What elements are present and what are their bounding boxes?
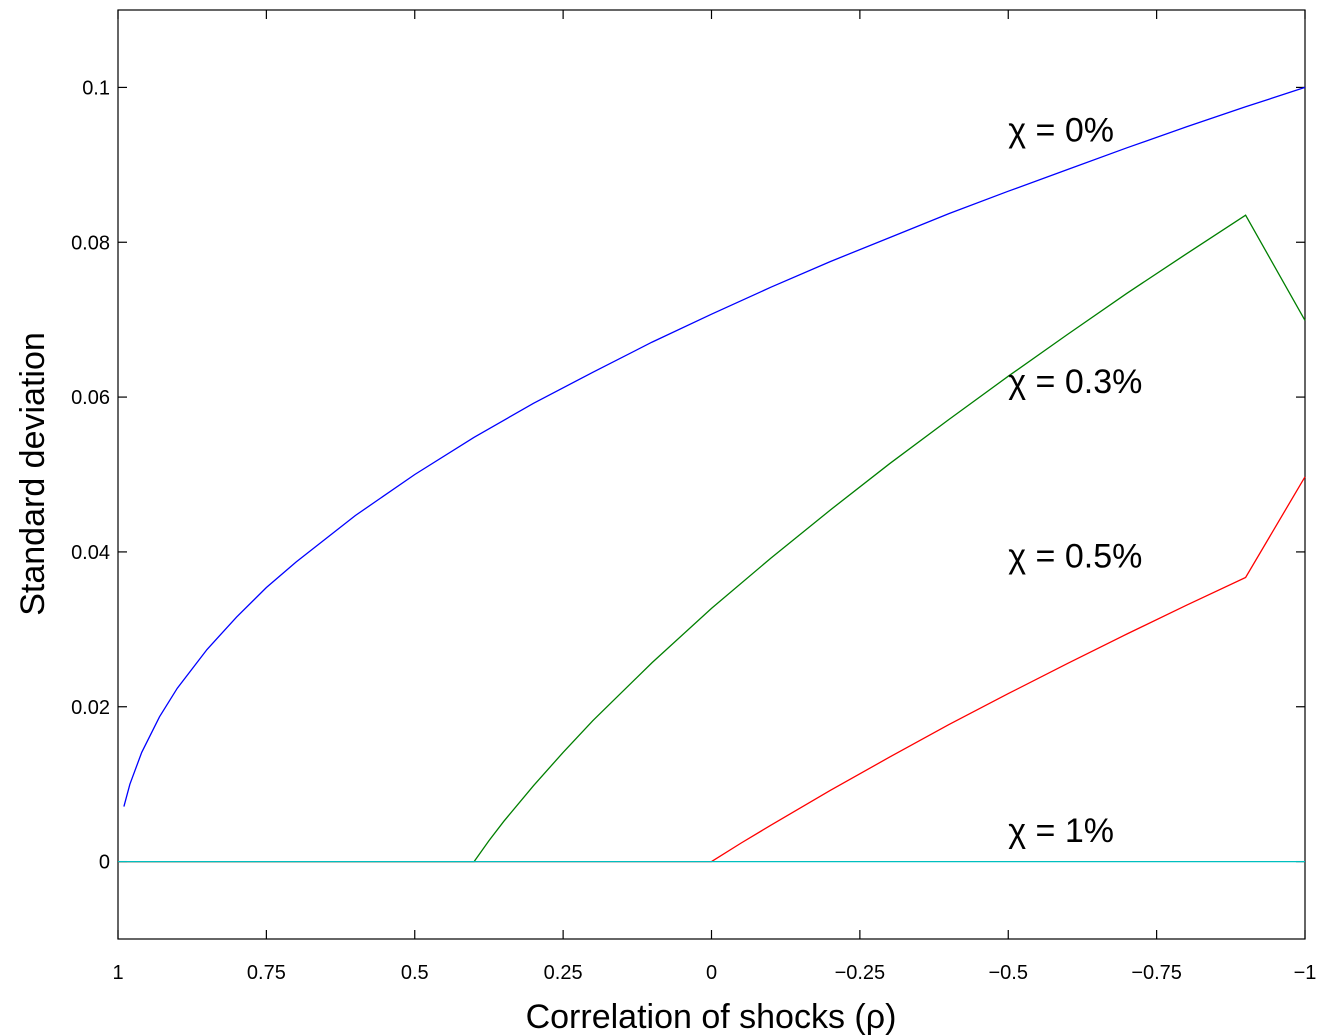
- x-tick-label: 0.5: [401, 962, 429, 984]
- y-axis-title: Standard deviation: [14, 332, 52, 616]
- x-tick-label: 0.25: [544, 962, 583, 984]
- series-label: χ = 0%: [1008, 112, 1114, 150]
- y-tick-label: 0.1: [82, 77, 110, 99]
- plot-area: [117, 9, 1306, 940]
- x-tick-label: −0.5: [989, 962, 1028, 984]
- series-lines: [118, 86, 1306, 863]
- x-tick-label: −0.75: [1131, 962, 1182, 984]
- x-tick-label: 0.75: [247, 962, 286, 984]
- series-labels: χ = 0% χ = 0.3% χ = 0.5% χ = 1%: [1008, 112, 1142, 851]
- x-tick-label: 0: [706, 962, 717, 984]
- series-label: χ = 1%: [1008, 812, 1114, 850]
- series-line: [123, 86, 1306, 807]
- x-tick-label: 1: [112, 962, 123, 984]
- series-label: χ = 0.3%: [1008, 363, 1142, 401]
- y-tick-label: 0.04: [71, 542, 110, 564]
- y-tick-label: 0.02: [71, 697, 110, 719]
- y-tick-label: 0.06: [71, 387, 110, 409]
- series-label: χ = 0.5%: [1008, 537, 1142, 575]
- y-ticks: 0 0.02 0.04 0.06 0.08 0.1: [71, 77, 1305, 874]
- y-tick-label: 0: [99, 852, 110, 874]
- y-tick-label: 0.08: [71, 232, 110, 254]
- x-axis-title: Correlation of shocks (ρ): [526, 998, 897, 1036]
- series-line: [118, 214, 1306, 863]
- x-tick-label: −0.25: [835, 962, 886, 984]
- x-ticks: 1 0.75 0.5 0.25 0 −0.25 −0.5 −0.75 −1: [112, 10, 1316, 984]
- series-line: [118, 476, 1306, 863]
- x-tick-label: −1: [1294, 962, 1317, 984]
